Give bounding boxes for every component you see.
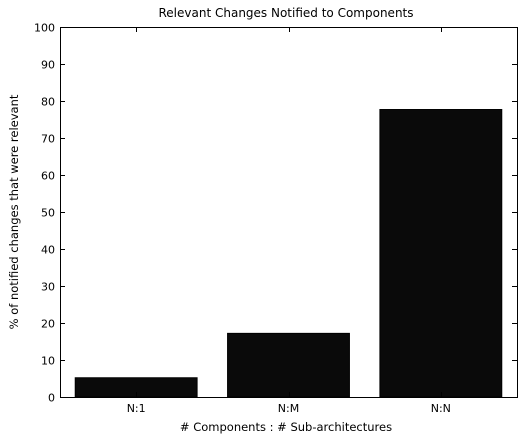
y-tick-label: 80 <box>41 96 55 109</box>
y-tick-label: 50 <box>41 207 55 220</box>
x-tick-label: N:N <box>431 402 451 415</box>
y-ticks: 0 10 20 30 40 50 60 70 80 90 100 <box>34 22 517 405</box>
bars-layer <box>74 109 503 398</box>
x-axis-label: # Components : # Sub-architectures <box>180 420 392 434</box>
y-tick-label: 30 <box>41 281 55 294</box>
y-tick-label: 100 <box>34 22 55 35</box>
chart-title: Relevant Changes Notified to Components <box>159 6 414 20</box>
y-tick-label: 20 <box>41 318 55 331</box>
y-tick-label: 60 <box>41 170 55 183</box>
y-axis-label: % of notified changes that were relevant <box>7 94 21 329</box>
bar-n-n <box>379 109 503 398</box>
y-tick-label: 70 <box>41 133 55 146</box>
x-tick-label: N:M <box>278 402 299 415</box>
y-tick-label: 10 <box>41 355 55 368</box>
x-ticks: N:1 N:M N:N <box>127 27 451 415</box>
x-tick-label: N:1 <box>127 402 146 415</box>
y-tick-label: 90 <box>41 59 55 72</box>
y-tick-label: 0 <box>48 392 55 405</box>
bar-n-m <box>227 332 350 398</box>
plot-frame <box>60 27 518 398</box>
y-tick-label: 40 <box>41 244 55 257</box>
